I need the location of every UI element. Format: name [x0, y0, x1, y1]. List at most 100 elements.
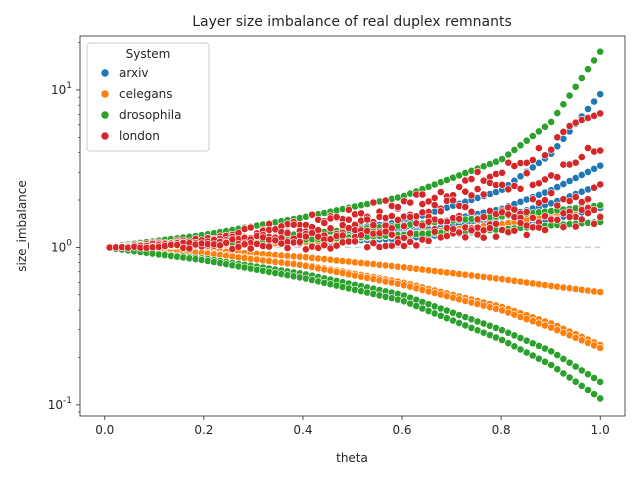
data-point [406, 212, 415, 221]
data-point [473, 185, 482, 193]
data-point [430, 201, 439, 209]
data-point [332, 213, 341, 221]
data-point [473, 167, 482, 176]
data-point [418, 190, 427, 199]
data-point [541, 196, 549, 204]
data-point [584, 167, 592, 176]
data-point [571, 362, 580, 371]
legend-label-celegans: celegans [119, 87, 173, 101]
data-point [565, 122, 574, 130]
data-point [553, 365, 562, 374]
data-point [516, 218, 525, 227]
data-point [590, 97, 598, 106]
data-point [485, 224, 494, 233]
data-point [565, 177, 574, 185]
data-point [455, 183, 464, 191]
legend-label-drosophila: drosophila [119, 108, 181, 122]
data-point [596, 146, 605, 155]
data-point [541, 151, 549, 160]
data-point [516, 141, 525, 150]
data-point [590, 56, 598, 65]
data-point [320, 241, 329, 250]
data-point [547, 361, 556, 369]
data-point [510, 342, 519, 351]
data-point [185, 244, 194, 253]
data-point [479, 213, 488, 221]
data-point [351, 237, 359, 246]
data-point [547, 118, 556, 126]
data-point [393, 203, 402, 211]
data-point [246, 244, 255, 253]
data-point [584, 386, 592, 394]
data-point [498, 168, 506, 177]
data-point [283, 244, 292, 252]
y-tick-label: 101 [51, 81, 72, 97]
legend-label-arxiv: arxiv [119, 66, 149, 80]
x-tick-label: 0.0 [95, 423, 114, 437]
data-point [277, 239, 286, 248]
y-tick-label: 100 [51, 238, 72, 254]
data-point [492, 232, 500, 241]
legend-label-london: london [119, 129, 160, 143]
data-point [400, 222, 408, 231]
data-point [510, 145, 519, 154]
data-point [522, 207, 531, 216]
data-point [467, 191, 476, 200]
data-point [498, 180, 506, 189]
data-point [400, 233, 408, 242]
data-point [418, 221, 427, 230]
data-point [222, 238, 231, 247]
data-point [363, 243, 372, 252]
data-point [577, 381, 586, 390]
data-point [596, 90, 605, 99]
data-point [571, 82, 580, 91]
data-point [596, 180, 605, 189]
data-point [553, 109, 562, 117]
legend-marker-arxiv [100, 68, 110, 78]
data-point [228, 235, 237, 244]
data-point [571, 174, 580, 182]
data-point [271, 236, 280, 245]
data-point [363, 215, 372, 224]
data-point [400, 241, 408, 250]
data-point [559, 100, 568, 109]
data-point [381, 196, 390, 205]
data-point [430, 193, 439, 202]
data-point [393, 238, 402, 247]
data-point [553, 201, 562, 210]
data-point [584, 105, 592, 113]
data-point [559, 369, 568, 378]
data-point [596, 47, 605, 56]
data-point [590, 206, 598, 214]
data-point [332, 241, 341, 250]
data-point [553, 351, 562, 359]
data-point [326, 224, 335, 233]
data-point [535, 179, 543, 188]
data-point [516, 345, 525, 354]
data-point [522, 230, 531, 239]
legend: System arxiv celegans drosophila london [86, 42, 210, 152]
data-point [473, 230, 482, 239]
data-point [577, 153, 586, 161]
data-point [455, 214, 464, 223]
data-point [577, 170, 586, 179]
data-point [265, 242, 273, 251]
data-point [553, 173, 562, 182]
x-tick-label: 0.6 [392, 423, 411, 437]
data-point [553, 142, 562, 151]
data-point [571, 193, 580, 201]
data-point [424, 217, 433, 226]
x-tick-label: 0.8 [492, 423, 511, 437]
data-point [344, 215, 353, 224]
data-point [449, 196, 457, 205]
data-point [596, 377, 605, 386]
data-point [596, 201, 605, 210]
data-point [596, 394, 605, 403]
data-point [571, 222, 580, 231]
data-point [584, 209, 592, 217]
x-tick-label: 0.2 [194, 423, 213, 437]
data-point [541, 357, 549, 366]
y-tick-label: 10-1 [48, 396, 72, 412]
data-point [338, 231, 347, 240]
data-point [461, 203, 470, 211]
